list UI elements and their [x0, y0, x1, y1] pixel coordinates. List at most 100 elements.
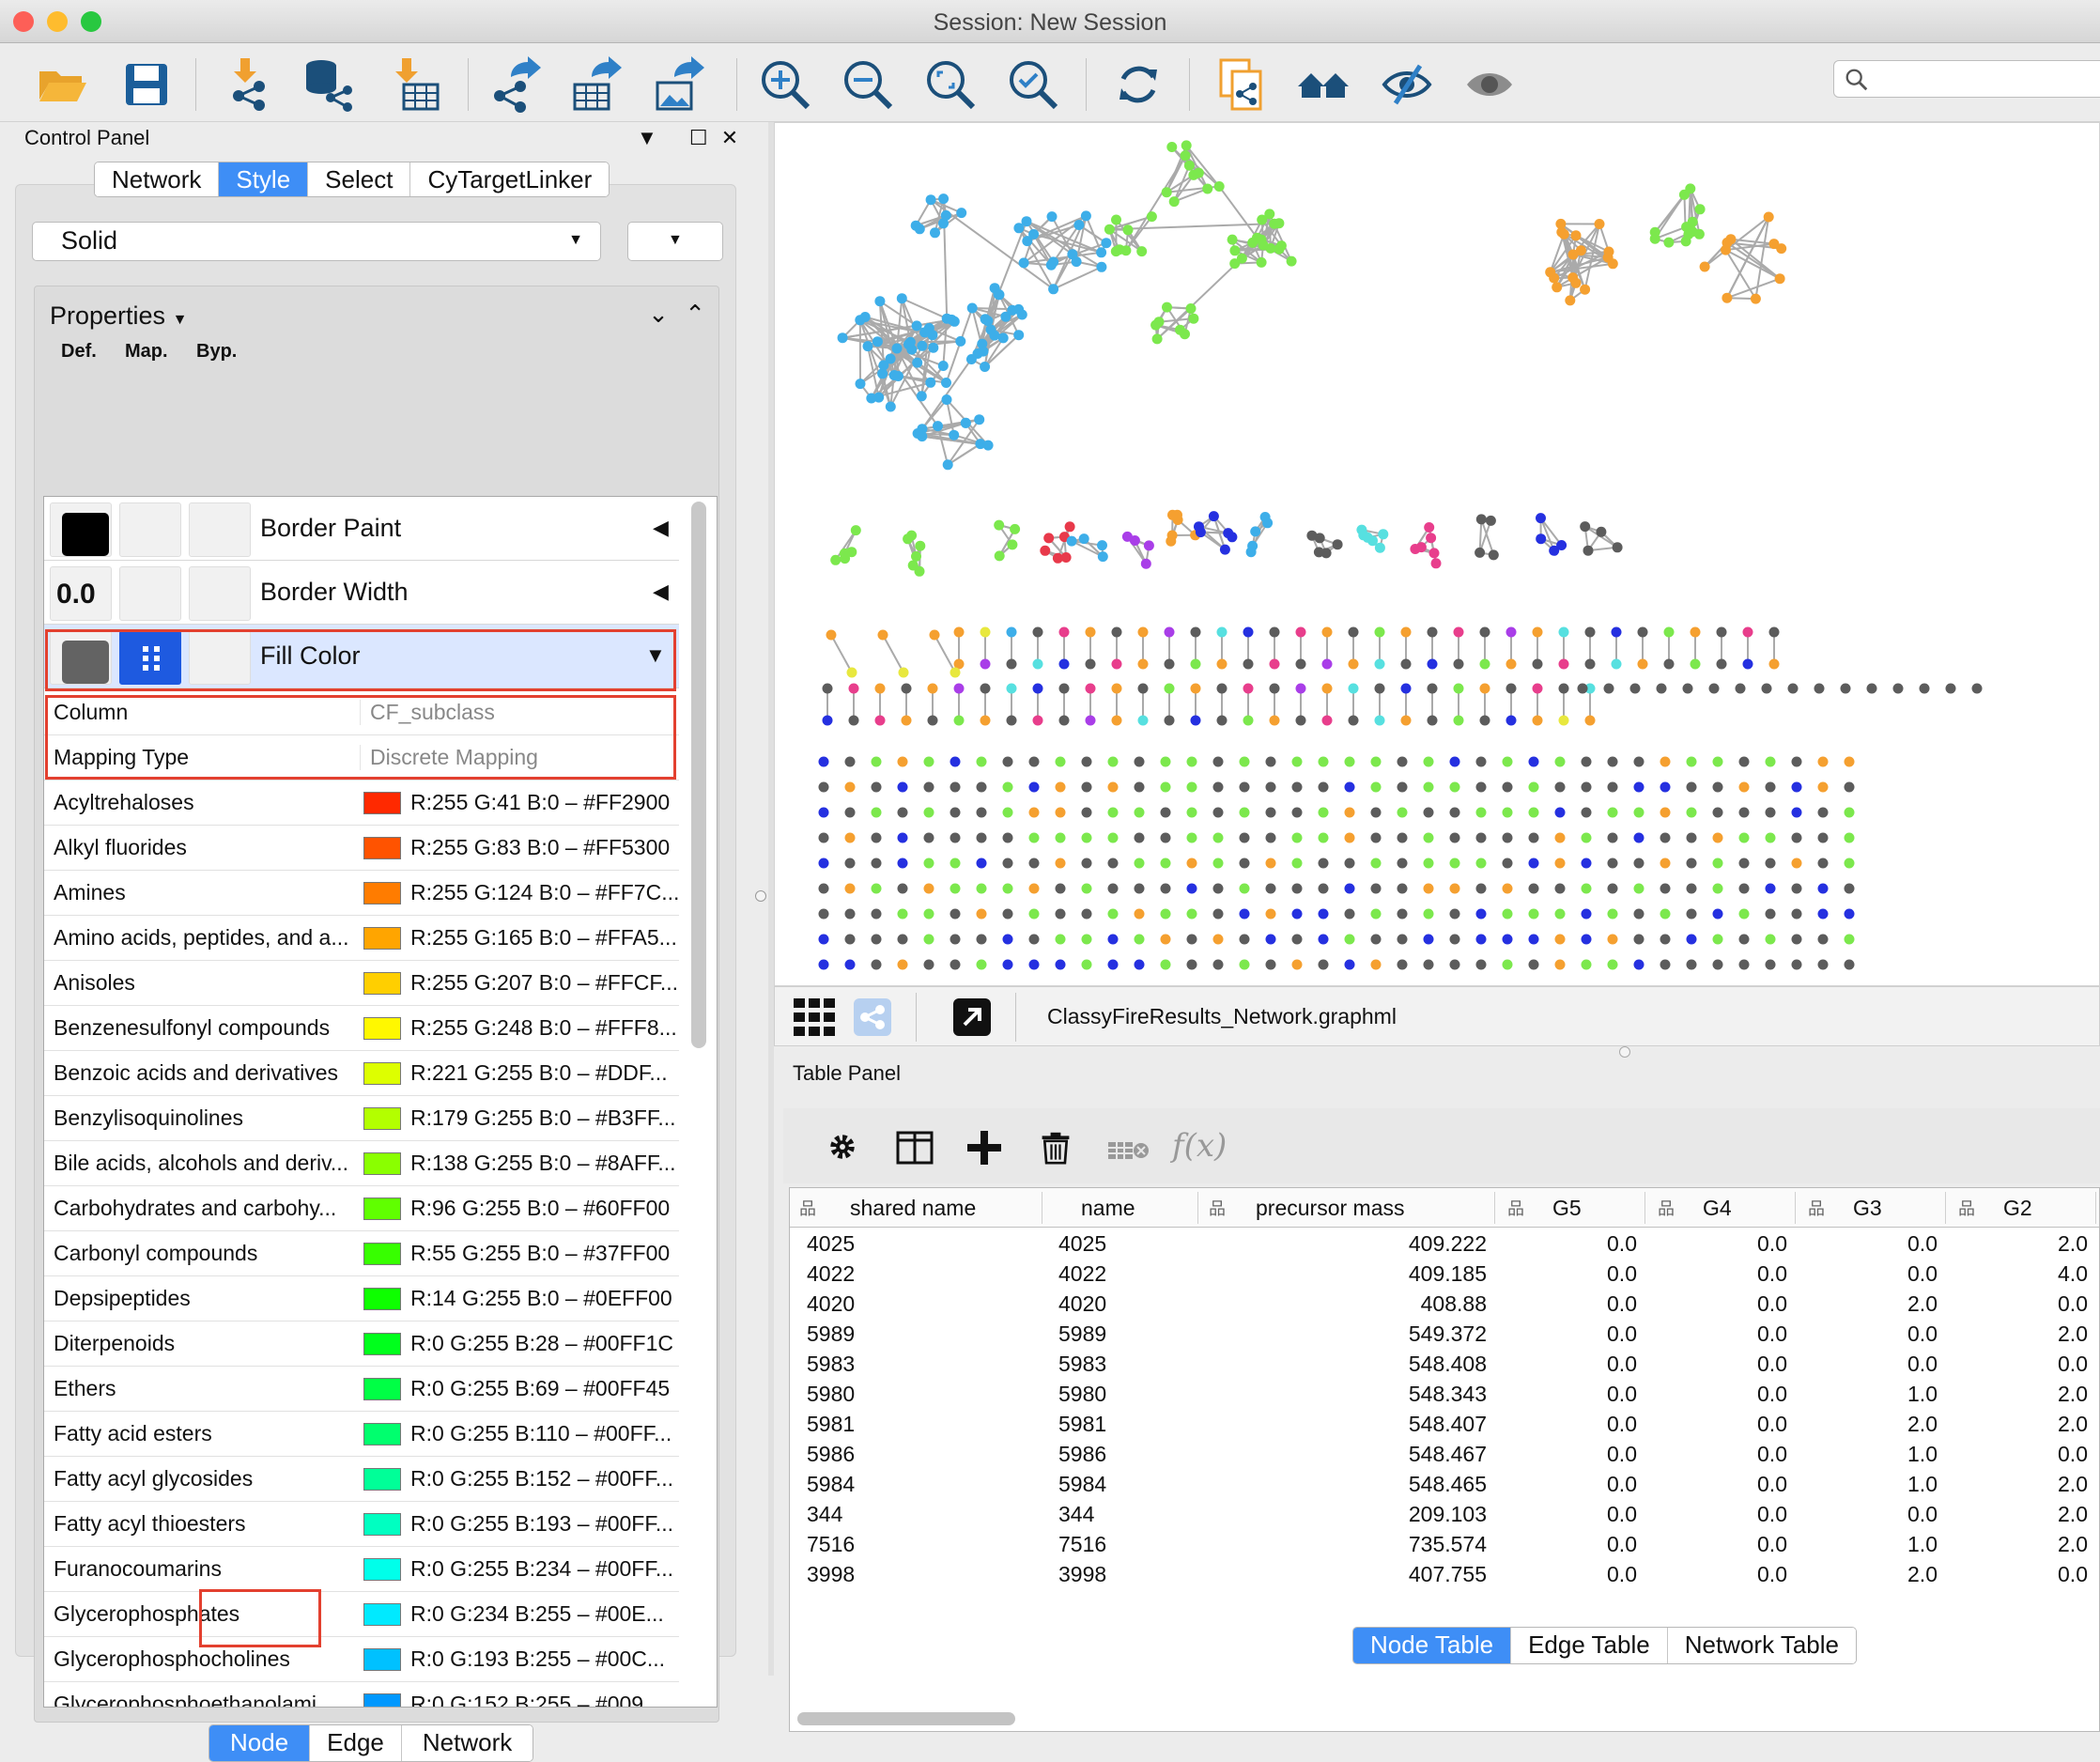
network-node[interactable] [1713, 960, 1723, 970]
network-node[interactable] [1739, 935, 1750, 945]
table-cell[interactable]: 2.0 [2058, 1502, 2088, 1527]
network-node[interactable] [1426, 533, 1436, 543]
network-node[interactable] [981, 627, 991, 638]
network-node[interactable] [872, 833, 882, 843]
network-node[interactable] [980, 362, 990, 372]
network-node[interactable] [941, 210, 951, 221]
network-node[interactable] [1503, 808, 1513, 818]
network-node[interactable] [1227, 532, 1237, 542]
network-node[interactable] [1529, 757, 1539, 767]
network-node[interactable] [1424, 858, 1434, 869]
network-node[interactable] [1428, 684, 1438, 694]
table-cell[interactable]: 409.185 [1409, 1261, 1487, 1287]
network-node[interactable] [1162, 302, 1172, 313]
table-cell[interactable]: 1.0 [1907, 1382, 1938, 1407]
network-node[interactable] [1401, 627, 1412, 638]
network-node[interactable] [1187, 935, 1197, 945]
network-node[interactable] [1296, 716, 1306, 726]
network-node[interactable] [1687, 909, 1697, 920]
network-node[interactable] [1559, 684, 1569, 694]
table-cell[interactable]: 0.0 [1907, 1352, 1938, 1377]
network-node[interactable] [911, 551, 921, 562]
network-node[interactable] [977, 858, 987, 869]
network-node[interactable] [1454, 659, 1464, 670]
table-cell[interactable]: 344 [807, 1502, 842, 1527]
network-node[interactable] [845, 960, 856, 970]
network-node[interactable] [1135, 909, 1145, 920]
table-cell[interactable]: 7516 [1058, 1532, 1106, 1557]
network-node[interactable] [1503, 960, 1513, 970]
network-node[interactable] [1687, 782, 1697, 793]
network-node[interactable] [1135, 833, 1145, 843]
network-node[interactable] [892, 344, 903, 354]
network-node[interactable] [924, 833, 934, 843]
collapse-all-icon[interactable]: ⌃ [685, 300, 705, 328]
network-node[interactable] [1104, 224, 1115, 235]
network-node[interactable] [1845, 808, 1855, 818]
network-node[interactable] [1489, 549, 1499, 560]
network-node[interactable] [1086, 627, 1096, 638]
network-node[interactable] [1634, 960, 1644, 970]
network-node[interactable] [1612, 627, 1622, 638]
network-node[interactable] [872, 858, 882, 869]
network-node[interactable] [1371, 833, 1382, 843]
network-node[interactable] [1634, 858, 1644, 869]
network-node[interactable] [1713, 884, 1723, 894]
network-node[interactable] [1529, 960, 1539, 970]
network-node[interactable] [938, 193, 949, 204]
network-node[interactable] [1766, 909, 1776, 920]
network-node[interactable] [819, 782, 829, 793]
network-node[interactable] [1766, 833, 1776, 843]
table-cell[interactable]: 5983 [807, 1352, 855, 1377]
network-node[interactable] [1345, 858, 1355, 869]
network-node[interactable] [1097, 540, 1107, 550]
network-node[interactable] [1397, 808, 1408, 818]
network-node[interactable] [1664, 659, 1675, 670]
network-node[interactable] [1663, 238, 1674, 248]
network-node[interactable] [1736, 684, 1746, 694]
network-node[interactable] [1694, 229, 1705, 240]
network-node[interactable] [1762, 684, 1772, 694]
network-node[interactable] [826, 630, 837, 641]
network-node[interactable] [1270, 627, 1280, 638]
network-node[interactable] [1450, 858, 1460, 869]
network-node[interactable] [1559, 229, 1569, 240]
network-node[interactable] [1082, 858, 1092, 869]
network-node[interactable] [1166, 142, 1177, 152]
network-node[interactable] [845, 757, 856, 767]
network-node[interactable] [1424, 884, 1434, 894]
network-canvas[interactable] [774, 122, 2100, 986]
network-node[interactable] [1187, 808, 1197, 818]
network-node[interactable] [930, 227, 940, 238]
network-node[interactable] [1056, 833, 1066, 843]
mapping-value[interactable]: R:96 G:255 B:0 – #60FF00 [410, 1196, 683, 1221]
network-node[interactable] [1345, 909, 1355, 920]
network-node[interactable] [1111, 215, 1121, 225]
network-node[interactable] [1450, 909, 1460, 920]
network-node[interactable] [1073, 220, 1084, 230]
network-node[interactable] [847, 668, 857, 678]
network-node[interactable] [1266, 884, 1276, 894]
network-node[interactable] [1003, 884, 1013, 894]
network-node[interactable] [1007, 627, 1017, 638]
refresh-icon[interactable] [1110, 56, 1166, 113]
table-cell[interactable]: 7516 [807, 1532, 855, 1557]
network-node[interactable] [1264, 209, 1274, 219]
table-cell[interactable]: 209.103 [1409, 1502, 1487, 1527]
network-node[interactable] [1266, 757, 1276, 767]
network-node[interactable] [1428, 627, 1438, 638]
network-node[interactable] [1007, 684, 1017, 694]
network-node[interactable] [961, 418, 971, 428]
network-node[interactable] [1687, 808, 1697, 818]
network-node[interactable] [1214, 181, 1225, 192]
network-node[interactable] [1450, 884, 1460, 894]
network-node[interactable] [830, 555, 841, 565]
network-node[interactable] [1608, 884, 1618, 894]
network-node[interactable] [1194, 168, 1204, 178]
table-cell[interactable]: 5989 [1058, 1322, 1106, 1347]
table-cell[interactable]: 5981 [807, 1412, 855, 1437]
network-node[interactable] [1397, 909, 1408, 920]
